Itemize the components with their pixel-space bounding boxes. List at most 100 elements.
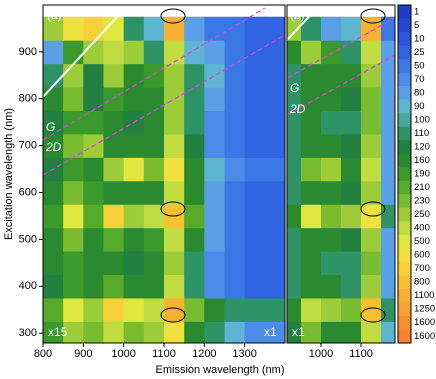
heatmap-cell <box>83 321 104 343</box>
heatmap-cell <box>224 251 246 276</box>
heatmap-cell <box>244 40 266 65</box>
heatmap-cell <box>164 110 185 135</box>
heatmap-cell <box>321 110 342 135</box>
heatmap-cell <box>264 204 285 229</box>
heatmap-cell <box>341 87 362 111</box>
heatmap-cell <box>164 157 185 182</box>
heatmap-cell <box>321 63 342 88</box>
heatmap-cell <box>381 40 395 65</box>
heatmap-cell <box>184 157 205 182</box>
annotation: x1 <box>264 325 277 339</box>
heatmap-cell <box>63 204 84 229</box>
heatmap-cell <box>287 110 302 135</box>
colorbar-label: 90 <box>414 101 425 112</box>
heatmap-cell <box>244 227 266 252</box>
y-tick-label: 300 <box>19 327 37 339</box>
heatmap-cell <box>204 251 225 276</box>
heatmap-cell <box>224 63 246 88</box>
heatmap-cell <box>361 133 382 158</box>
colorbar-label: 500 <box>414 236 430 247</box>
heatmap-cell <box>103 297 125 322</box>
colorbar-swatch <box>398 99 411 114</box>
heatmap-cell <box>164 63 185 88</box>
heatmap-cell <box>301 87 322 111</box>
heatmap-cell <box>184 274 205 299</box>
x-tick-label: 1100 <box>152 348 176 360</box>
heatmap-cell <box>244 16 266 41</box>
x-tick-label: 1100 <box>349 348 373 360</box>
heatmap-cell <box>123 16 145 41</box>
heatmap-cell <box>83 16 104 41</box>
heatmap-cell <box>244 63 266 88</box>
marker <box>160 307 186 323</box>
colorbar-swatch <box>398 329 411 344</box>
heatmap-cell <box>143 274 165 299</box>
heatmap-cell <box>143 63 165 88</box>
colorbar-swatch <box>398 221 411 236</box>
heatmap-cell <box>63 180 84 205</box>
heatmap-cell <box>321 297 342 322</box>
heatmap-cell <box>143 87 165 111</box>
heatmap-cell <box>321 133 342 158</box>
heatmap-cell <box>361 157 382 182</box>
heatmap-cell <box>381 251 395 276</box>
heatmap-cell <box>287 227 302 252</box>
heatmap-cell <box>164 297 185 322</box>
x-tick-label: 1000 <box>309 348 333 360</box>
heatmap-cell <box>164 251 185 276</box>
heatmap-cell <box>341 133 362 158</box>
heatmap-cell <box>143 321 165 343</box>
heatmap-cell <box>341 157 362 182</box>
heatmap-cell <box>224 274 246 299</box>
heatmap-cell <box>123 40 145 65</box>
heatmap-cell <box>244 133 266 158</box>
heatmap-cell <box>43 180 64 205</box>
heatmap-cell <box>103 251 125 276</box>
heatmap-cell <box>123 180 145 205</box>
heatmap-cell <box>321 227 342 252</box>
heatmap-cell <box>103 204 125 229</box>
heatmap-cell <box>204 274 225 299</box>
heatmap-cell <box>244 110 266 135</box>
heatmap-cell <box>264 16 285 41</box>
marker <box>360 201 386 217</box>
heatmap-cell <box>184 204 205 229</box>
heatmap-cell <box>361 227 382 252</box>
heatmap-cell <box>341 204 362 229</box>
heatmap-cell <box>103 321 125 343</box>
heatmap-cell <box>43 63 64 88</box>
heatmap-cell <box>321 180 342 205</box>
colorbar-label: 120 <box>414 141 430 152</box>
heatmap-cell <box>264 110 285 135</box>
heatmap-cell <box>164 227 185 252</box>
heatmap-cell <box>123 251 145 276</box>
heatmap-cell <box>63 63 84 88</box>
marker <box>160 201 186 217</box>
heatmap-cell <box>204 63 225 88</box>
heatmap-cell <box>204 227 225 252</box>
heatmap-cell <box>83 204 104 229</box>
heatmap-cell <box>83 180 104 205</box>
heatmap-cell <box>184 16 205 41</box>
heatmap-cell <box>204 16 225 41</box>
heatmap-cell <box>204 204 225 229</box>
marker <box>360 8 386 24</box>
heatmap-cell <box>301 227 322 252</box>
annotation: 2D <box>45 140 62 154</box>
colorbar-label: 1600 <box>414 317 435 328</box>
heatmap-cell <box>264 157 285 182</box>
heatmap-cell <box>63 87 84 111</box>
colorbar-label: 400 <box>414 223 430 234</box>
colorbar-swatch <box>398 18 411 33</box>
heatmap-cell <box>123 133 145 158</box>
colorbar-label: 250 <box>414 209 430 220</box>
heatmap-cell <box>264 133 285 158</box>
g-line <box>287 17 395 79</box>
heatmap-cell <box>123 274 145 299</box>
heatmap-cell <box>103 180 125 205</box>
heatmap-cell <box>123 157 145 182</box>
colorbar-swatch <box>398 113 411 128</box>
y-tick-label: 600 <box>19 186 37 198</box>
heatmap-cell <box>341 321 362 343</box>
heatmap-cell <box>164 321 185 343</box>
